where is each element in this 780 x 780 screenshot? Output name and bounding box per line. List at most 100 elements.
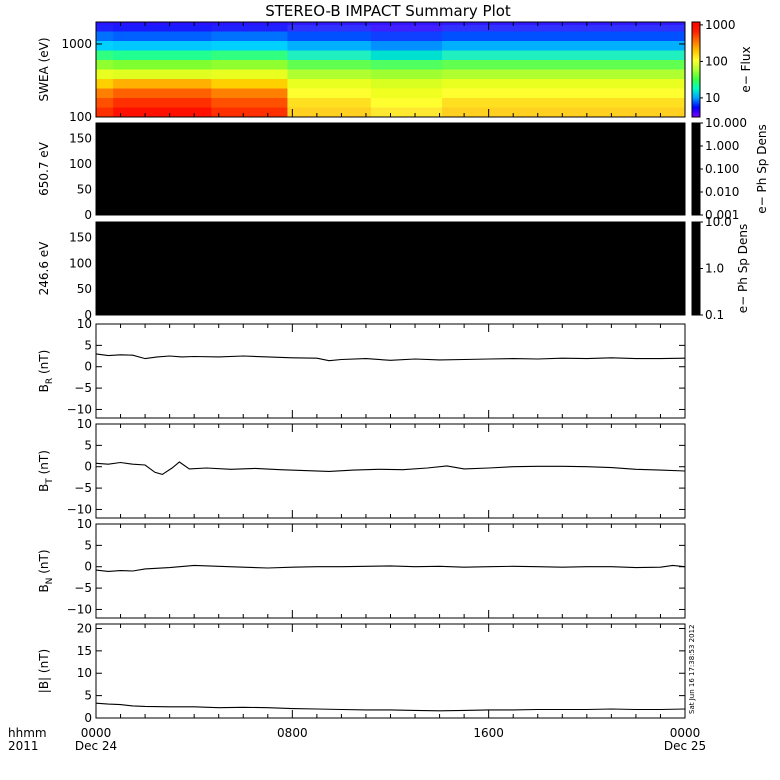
spectrogram-cell [287,69,372,80]
spectrogram-cell [113,107,212,117]
y-tick-label: 10 [77,517,92,531]
panel-3: 0 50 100 150 246.6 eV [37,221,686,322]
spectrogram-cell [370,50,443,61]
panel-2: 0 50 100 150 650.7 eV [37,122,686,222]
y-tick-label: 5 [84,438,92,452]
panel-5: −10 −5 0 5 10 BT (nT) [37,417,686,519]
panel-7: 0 5 10 15 20 |B| (nT) [37,621,686,725]
panel-6: −10 −5 0 5 10 BN (nT) [37,517,686,619]
colorbar-tick-label: 1.000 [705,139,739,153]
colorbar-3: 0.1 1.0 10.0 e− Ph Sp Dens [691,215,750,322]
colorbar-tick-label: 0.001 [705,208,739,222]
colorbar-bar [691,21,701,118]
y-tick-label: 5 [84,338,92,352]
spectrogram-cell [96,98,114,109]
spectrogram-cell [96,50,114,61]
spectrogram-cell [442,50,685,61]
time-tick-label: 1600 [473,726,504,740]
colorbar-tick-label: 10.0 [705,215,732,229]
colorbar-tick-label: 1000 [705,18,736,32]
spectrogram-cell [370,79,443,90]
spectrogram-cell [96,31,114,42]
spectrogram-cell [211,31,288,42]
colorbar-tick-label: 10 [705,91,720,105]
time-tick-date: Dec 24 [75,739,117,753]
panel-frame [95,623,686,719]
panel-1: 100 1000 SWEA (eV) [37,21,686,124]
y-tick-label: −5 [74,381,92,395]
y-tick-label: 20 [77,621,92,635]
spectrogram-cell [442,60,685,71]
y-tick-label: 100 [69,256,92,270]
spectrogram-cell [96,107,114,117]
time-tick-date: Dec 25 [664,739,706,753]
spectrogram-cell [287,88,372,99]
spectrogram-cell [370,98,443,109]
spectrogram-cell [96,22,114,33]
spectrogram-cell [96,69,114,80]
panel-4: −10 −5 0 5 10 BR (nT) [37,317,686,419]
series-line [95,353,686,362]
time-axis-label-hhmm: hhmm [8,726,47,740]
y-tick-label: 15 [77,644,92,658]
spectrogram-cell [287,60,372,71]
panel-frame [95,423,686,519]
time-axis-label-year: 2011 [8,739,39,753]
spectrogram-cell [287,107,372,117]
spectrogram-cell [211,98,288,109]
colorbar-tick-label: 0.010 [705,185,739,199]
y-tick-label: 150 [69,131,92,145]
spectrogram-cell [287,22,372,33]
spectrogram-cell [211,107,288,117]
y-tick-label: 100 [69,110,92,124]
spectrogram-cell [113,88,212,99]
y-tick-label: −10 [67,502,92,516]
y-tick-label: 10 [77,666,92,680]
spectrogram-cell [211,60,288,71]
spectrogram-cell [211,22,288,33]
y-tick-label: −10 [67,402,92,416]
spectrogram-cell [113,60,212,71]
spectrogram-cell [287,79,372,90]
y-tick-label: −5 [74,481,92,495]
spectrogram-cell [370,60,443,71]
spectrogram-cell [287,41,372,52]
time-tick-label: 0800 [277,726,308,740]
spectrogram-cell [96,79,114,90]
colorbar-2: 0.001 0.010 0.100 1.000 10.000 e− Ph Sp Dens [691,116,769,222]
spectrogram-cell [442,41,685,52]
spectrogram-cell [113,69,212,80]
spectrogram-cell [287,50,372,61]
spectrogram-cell [370,69,443,80]
spectrogram-cell [211,69,288,80]
time-tick-label: 0000 [81,726,112,740]
spectrogram-cell [113,41,212,52]
spectrogram-cell [113,98,212,109]
y-axis-label: SWEA (eV) [37,37,51,101]
y-tick-label: 5 [84,538,92,552]
spectrogram-cell [442,79,685,90]
colorbar-tick-label: 100 [705,54,728,68]
spectrogram-cell [370,41,443,52]
y-tick-label: 0 [84,360,92,374]
spectrogram-cell [370,22,443,33]
y-axis-label: |B| (nT) [37,649,51,693]
time-tick-label: 0000 [670,726,701,740]
spectrogram-cell [287,31,372,42]
series-line [95,564,686,572]
spectrogram-cell [211,79,288,90]
panel-fill [96,123,685,215]
colorbar-tick-label: 10.000 [705,116,747,130]
spectrogram-cell [96,88,114,99]
colorbar-label: e− Ph Sp Dens [736,224,750,313]
plot-title: STEREO-B IMPACT Summary Plot [265,2,511,20]
spectrogram-cell [113,31,212,42]
colorbar-bar [691,221,701,316]
y-tick-label: 5 [84,689,92,703]
colorbar-label: e− Flux [739,46,753,92]
colorbar-tick-label: 0.100 [705,162,739,176]
